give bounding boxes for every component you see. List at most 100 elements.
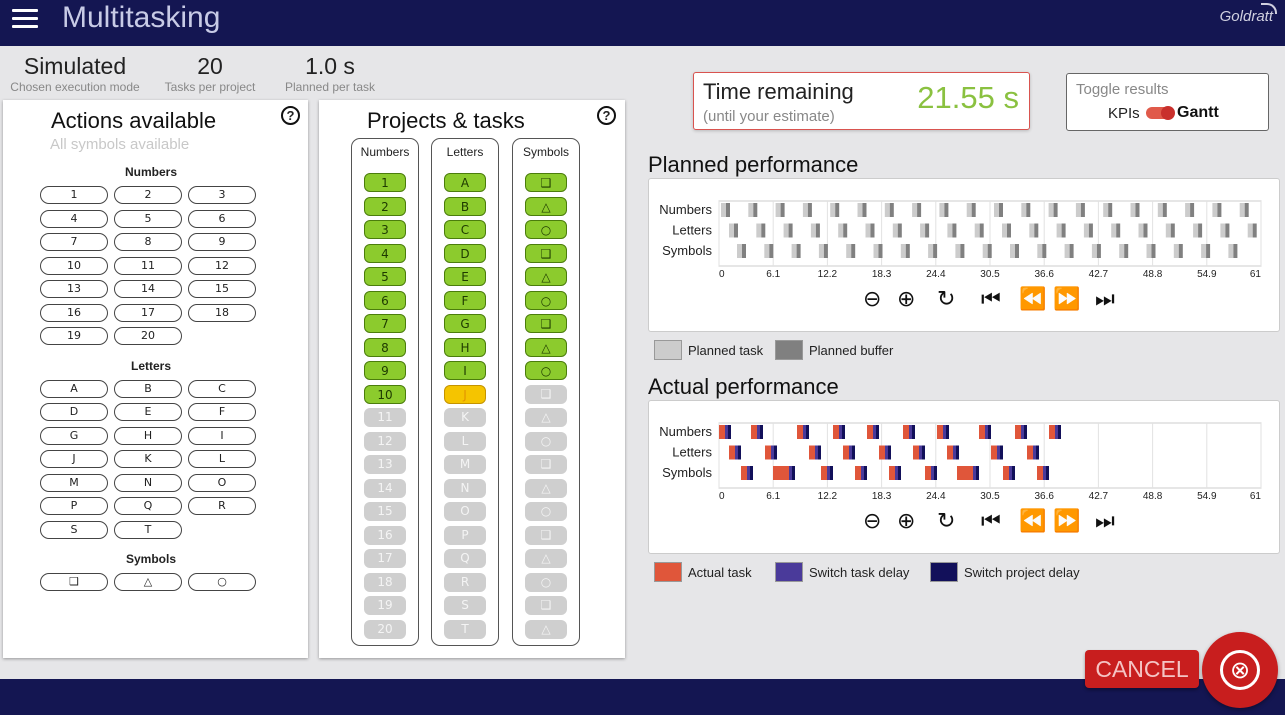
planned-buffer-bar: [726, 203, 730, 217]
action-button[interactable]: N: [114, 473, 182, 492]
help-icon[interactable]: ?: [597, 106, 616, 125]
switch-project-delay-bar: [988, 425, 991, 439]
action-button[interactable]: 8: [114, 233, 182, 251]
action-button[interactable]: 20: [114, 327, 182, 345]
planned-buffer-bar: [987, 244, 992, 258]
task-chip: 3: [364, 220, 406, 239]
action-group-title: Symbols: [125, 552, 176, 566]
action-button[interactable]: ❑: [40, 573, 108, 591]
planned-skip-to-start-icon[interactable]: ⏮: [981, 287, 1001, 312]
action-button[interactable]: L: [188, 450, 256, 468]
menu-icon[interactable]: [12, 9, 38, 29]
action-button[interactable]: 5: [114, 209, 182, 228]
gantt-tick-label: 30.5: [980, 491, 1000, 502]
task-chip: ○: [525, 431, 567, 451]
action-button[interactable]: R: [188, 497, 256, 515]
task-chip: △: [525, 619, 567, 639]
project-column-header: Symbols: [522, 145, 569, 159]
action-button[interactable]: A: [40, 379, 108, 398]
time-value: 21.55 s: [917, 80, 1019, 115]
action-button[interactable]: K: [114, 450, 182, 468]
planned-task-bar: [1130, 203, 1136, 217]
action-button[interactable]: 4: [40, 209, 108, 228]
time-remaining-box: Time remaining (until your estimate) 21.…: [693, 72, 1030, 130]
action-button[interactable]: 3: [188, 186, 256, 204]
task-chip: G: [444, 314, 486, 333]
planned-task-bar: [1075, 203, 1081, 217]
action-button[interactable]: M: [40, 473, 108, 492]
toggle-title: Toggle results: [1076, 81, 1169, 98]
action-button[interactable]: 9: [188, 233, 256, 251]
action-button[interactable]: △: [114, 573, 182, 591]
action-button[interactable]: S: [40, 520, 108, 539]
action-button[interactable]: 7: [40, 233, 108, 251]
planned-rewind-icon[interactable]: ⏪: [1019, 287, 1047, 312]
action-button[interactable]: 11: [114, 256, 182, 275]
action-button[interactable]: 12: [188, 256, 256, 275]
toggle-gantt-label[interactable]: Gantt: [1177, 104, 1219, 121]
actual-task-bar: [751, 425, 757, 439]
results-toggle-switch[interactable]: [1146, 106, 1175, 120]
actual-rewind-icon[interactable]: ⏪: [1019, 509, 1047, 534]
action-button[interactable]: C: [188, 379, 256, 398]
planned-buffer-bar: [1053, 203, 1058, 217]
cancel-button[interactable]: CANCEL: [1085, 650, 1199, 688]
actual-skip-to-start-icon[interactable]: ⏮: [981, 509, 1001, 534]
action-button[interactable]: O: [188, 473, 256, 492]
action-button[interactable]: 16: [40, 303, 108, 322]
action-button[interactable]: T: [114, 520, 182, 539]
action-button[interactable]: ○: [188, 573, 256, 591]
action-button[interactable]: 13: [40, 280, 108, 298]
task-chip: L: [444, 431, 486, 451]
action-button[interactable]: P: [40, 497, 108, 515]
actual-task-bar: [773, 466, 789, 480]
action-button[interactable]: 15: [188, 280, 256, 298]
action-button[interactable]: 10: [40, 256, 108, 275]
action-button[interactable]: 17: [114, 303, 182, 322]
task-chip: ○: [525, 290, 567, 310]
actual-task-bar: [913, 445, 919, 460]
planned-skip-to-end-icon[interactable]: ⏭: [1095, 287, 1115, 312]
action-button[interactable]: F: [188, 403, 256, 421]
planned-reset-icon[interactable]: ↻: [937, 287, 956, 312]
action-button[interactable]: 18: [188, 303, 256, 322]
switch-task-delay-bar: [1055, 425, 1058, 439]
actual-task-bar: [979, 425, 985, 439]
action-button[interactable]: 19: [40, 327, 108, 345]
toggle-results-box: Toggle results KPIs Gantt: [1066, 73, 1269, 131]
cancel-circle-button[interactable]: ⊗: [1202, 632, 1278, 708]
planned-task-bar: [1056, 223, 1062, 238]
action-button[interactable]: E: [114, 403, 182, 421]
actual-zoom-out-icon[interactable]: ⊖: [863, 509, 882, 534]
planned-zoom-out-icon[interactable]: ⊖: [863, 287, 882, 312]
action-button[interactable]: H: [114, 426, 182, 445]
planned-task-bar: [1029, 223, 1035, 238]
toggle-kpis-label[interactable]: KPIs: [1108, 105, 1140, 122]
action-button[interactable]: G: [40, 426, 108, 445]
stat-value: Simulated: [23, 53, 127, 79]
actual-fast-forward-icon[interactable]: ⏩: [1053, 509, 1081, 534]
actual-skip-to-end-icon[interactable]: ⏭: [1095, 509, 1115, 534]
planned-task-bar: [818, 244, 824, 258]
action-button[interactable]: I: [188, 426, 256, 445]
planned-task-bar: [900, 244, 906, 258]
planned-zoom-in-icon[interactable]: ⊕: [897, 287, 916, 312]
planned-fast-forward-icon[interactable]: ⏩: [1053, 287, 1081, 312]
planned-buffer-bar: [1015, 244, 1019, 258]
actual-zoom-in-icon[interactable]: ⊕: [897, 509, 916, 534]
action-button[interactable]: J: [40, 450, 108, 468]
action-button[interactable]: D: [40, 403, 108, 421]
planned-buffer-bar: [1080, 203, 1085, 217]
actual-task-bar: [1049, 425, 1055, 439]
action-button[interactable]: B: [114, 379, 182, 398]
planned-task-bar: [838, 223, 844, 238]
action-button[interactable]: 14: [114, 280, 182, 298]
legend-label: Switch project delay: [964, 565, 1080, 580]
help-icon[interactable]: ?: [281, 106, 300, 125]
action-button[interactable]: 6: [188, 209, 256, 228]
planned-buffer-bar: [944, 203, 949, 217]
action-button[interactable]: 1: [40, 186, 108, 204]
action-button[interactable]: Q: [114, 497, 182, 515]
action-button[interactable]: 2: [114, 186, 182, 204]
actual-reset-icon[interactable]: ↻: [937, 509, 956, 534]
